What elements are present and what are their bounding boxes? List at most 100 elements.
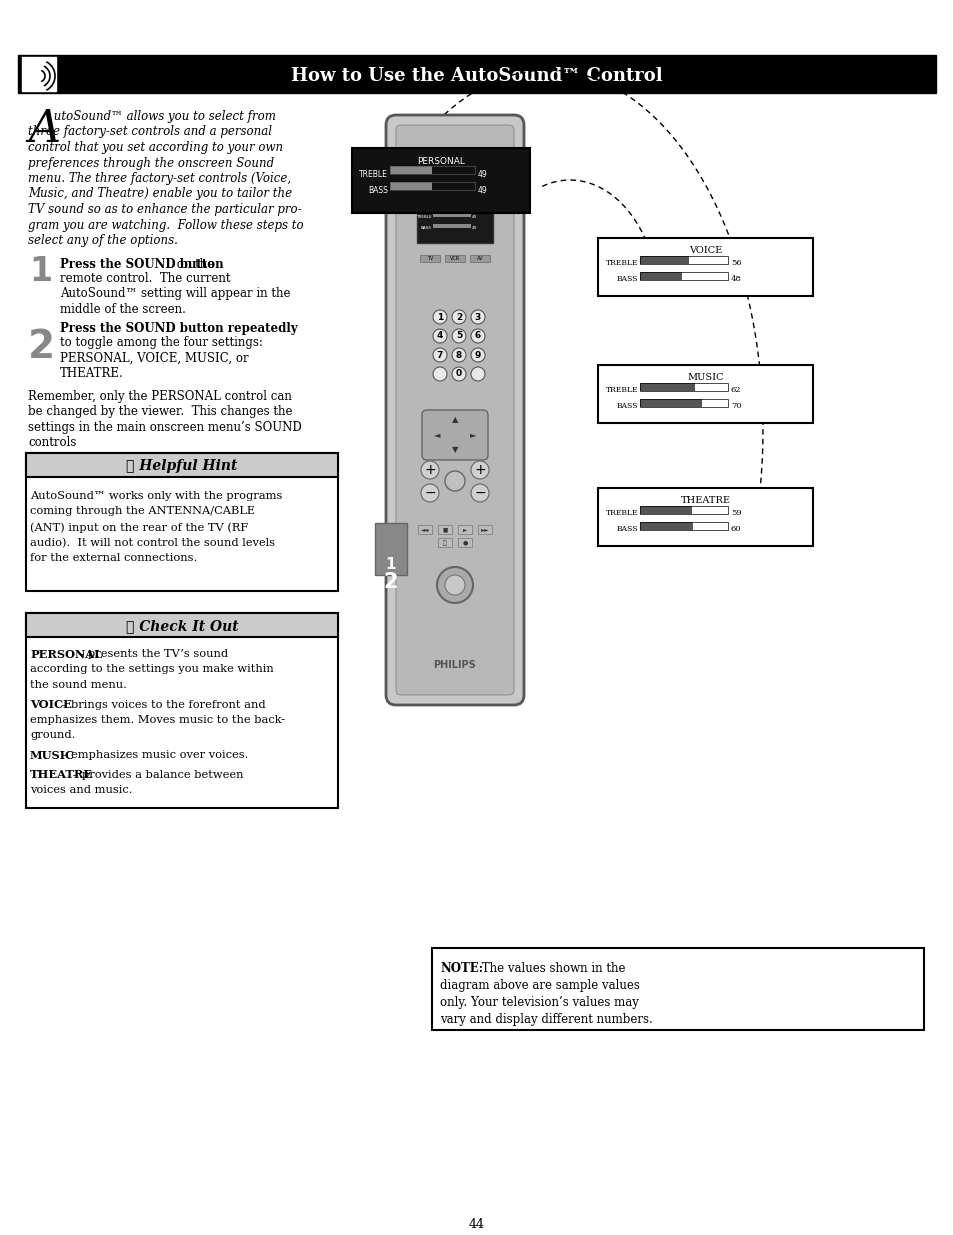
Text: ◄: ◄ [434,431,439,440]
Text: NOTE:: NOTE: [439,962,482,974]
Text: control that you set according to your own: control that you set according to your o… [28,141,283,154]
Bar [26,453,337,592]
Text: the sound menu.: the sound menu. [30,680,127,690]
Text: 62: 62 [730,387,740,394]
Bar [437,525,452,534]
Bar [639,522,727,530]
Circle shape [444,471,464,492]
Text: ℹ Helpful Hint: ℹ Helpful Hint [126,459,237,473]
Text: preferences through the onscreen Sound: preferences through the onscreen Sound [28,157,274,169]
Text: ▲: ▲ [452,415,457,425]
Bar [390,182,431,190]
Text: 44: 44 [469,1218,484,1231]
FancyBboxPatch shape [395,125,514,695]
Text: settings in the main onscreen menu’s SOUND: settings in the main onscreen menu’s SOU… [28,421,301,433]
Text: PERSONAL: PERSONAL [30,650,102,659]
Text: MUSIC: MUSIC [686,373,723,382]
Text: controls: controls [28,436,76,450]
Circle shape [452,367,465,382]
Text: – emphasizes music over voices.: – emphasizes music over voices. [58,750,248,760]
Text: to toggle among the four settings:: to toggle among the four settings: [60,336,263,350]
Text: 2: 2 [456,312,461,321]
Text: Press the SOUND button repeatedly: Press the SOUND button repeatedly [60,322,297,335]
Bar [639,506,691,514]
Circle shape [444,576,464,595]
Text: TREBLE: TREBLE [416,215,432,219]
Bar [639,506,727,514]
Bar [375,522,407,576]
Bar [639,399,700,408]
Circle shape [471,329,484,343]
Text: How to Use the AutoSound™ Control: How to Use the AutoSound™ Control [291,67,662,85]
Text: PERSONAL: PERSONAL [416,157,464,165]
Circle shape [471,367,484,382]
Text: AV: AV [476,257,483,262]
Text: – presents the TV’s sound: – presents the TV’s sound [74,650,228,659]
Bar [444,254,464,262]
Text: THEATRE: THEATRE [679,496,730,505]
Text: 1: 1 [436,312,442,321]
Text: coming through the ANTENNA/CABLE: coming through the ANTENNA/CABLE [30,506,254,516]
Bar [433,212,471,217]
Text: PERSONAL, VOICE, MUSIC, or: PERSONAL, VOICE, MUSIC, or [60,352,249,364]
Text: ■: ■ [442,527,447,532]
Text: 8: 8 [456,351,461,359]
Bar [417,525,432,534]
Bar [26,613,337,808]
Bar [477,525,492,534]
Text: only. Your television’s values may: only. Your television’s values may [439,995,639,1009]
Text: 70: 70 [730,403,740,410]
Circle shape [420,484,438,501]
Circle shape [471,348,484,362]
Text: 49: 49 [472,215,476,219]
Text: 2: 2 [383,572,397,592]
Text: be changed by the viewer.  This changes the: be changed by the viewer. This changes t… [28,405,293,419]
Text: BASS: BASS [616,403,638,410]
Text: emphasizes them. Moves music to the back-: emphasizes them. Moves music to the back… [30,715,285,725]
Bar [390,165,431,174]
Text: ►►: ►► [480,527,489,532]
Text: BASS: BASS [616,525,638,534]
Text: middle of the screen.: middle of the screen. [60,303,186,316]
FancyBboxPatch shape [421,410,488,459]
Text: voices and music.: voices and music. [30,785,132,795]
Text: 1: 1 [385,557,395,572]
Circle shape [433,367,447,382]
Text: TV: TV [426,257,433,262]
Bar [639,272,681,280]
Text: – provides a balance between: – provides a balance between [70,769,243,779]
Text: The values shown in the: The values shown in the [477,962,625,974]
Bar [639,383,727,391]
Text: according to the settings you make within: according to the settings you make withi… [30,664,274,674]
Text: 48: 48 [730,275,741,283]
Text: Music, and Theatre) enable you to tailor the: Music, and Theatre) enable you to tailor… [28,188,292,200]
Text: ►: ► [462,527,467,532]
Bar [352,148,530,212]
Text: 49: 49 [477,170,487,179]
Text: ◄◄: ◄◄ [420,527,429,532]
Text: +: + [474,463,485,477]
Text: AutoSound™ setting will appear in the: AutoSound™ setting will appear in the [60,288,291,300]
Text: for the external connections.: for the external connections. [30,553,197,563]
Text: MUSIC: MUSIC [30,750,75,761]
Text: 7: 7 [436,351,443,359]
Text: – brings voices to the forefront and: – brings voices to the forefront and [58,699,265,709]
Text: 1: 1 [30,254,52,288]
Text: on the: on the [172,258,214,270]
Bar [390,165,475,174]
Bar [639,522,692,530]
Text: select any of the options.: select any of the options. [28,233,177,247]
Text: THEATRE: THEATRE [30,769,93,781]
FancyBboxPatch shape [386,115,523,705]
Text: TREBLE: TREBLE [605,387,638,394]
Text: 59: 59 [730,509,741,517]
Text: AutoSound™ works only with the programs: AutoSound™ works only with the programs [30,492,282,501]
Text: diagram above are sample values: diagram above are sample values [439,979,639,992]
Text: +: + [424,463,436,477]
Text: gram you are watching.  Follow these steps to: gram you are watching. Follow these step… [28,219,303,231]
Text: TV sound so as to enhance the particular pro-: TV sound so as to enhance the particular… [28,203,301,216]
Bar [432,948,923,1030]
Bar [639,272,727,280]
Text: ▼: ▼ [452,446,457,454]
Bar [390,182,475,190]
